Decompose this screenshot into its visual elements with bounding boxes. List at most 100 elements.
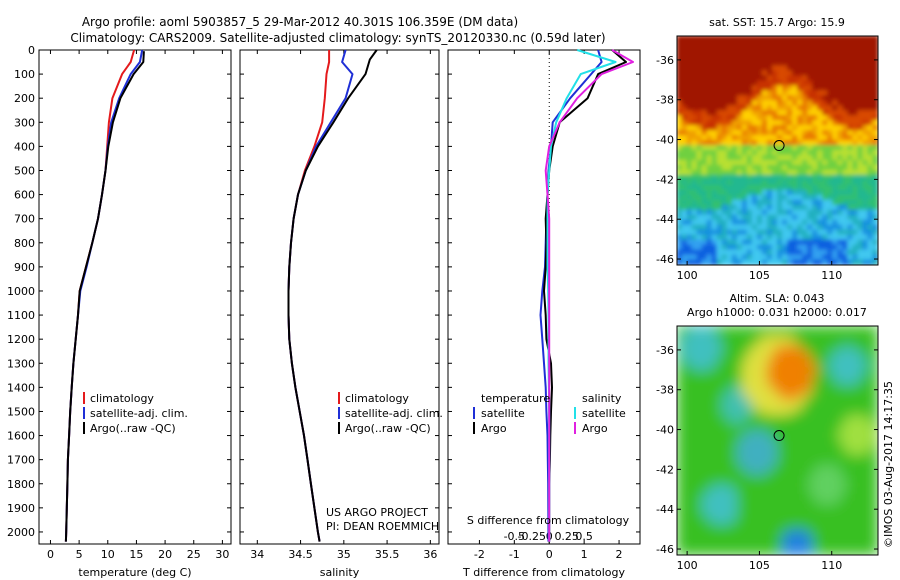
map-cell — [847, 440, 854, 446]
map-cell — [872, 365, 878, 372]
map-cell — [681, 360, 688, 367]
map-cell — [862, 159, 869, 166]
map-cell — [746, 415, 753, 422]
map-cell — [751, 254, 758, 261]
map-cell — [736, 169, 743, 176]
map-cell — [706, 229, 713, 236]
map-cell — [766, 50, 773, 57]
map-cell — [787, 125, 794, 132]
map-cell — [686, 115, 693, 122]
map-cell — [771, 504, 778, 511]
map-cell — [721, 154, 728, 161]
map-cell — [736, 420, 743, 427]
map-cell — [822, 415, 829, 422]
map-cell — [842, 420, 849, 427]
map-cell — [812, 229, 819, 236]
map-cell — [847, 40, 854, 47]
map-cell — [792, 435, 799, 441]
map-cell — [731, 135, 738, 142]
map-cell — [761, 390, 768, 397]
map-cell — [837, 184, 844, 191]
map-cell — [852, 479, 859, 486]
map-cell — [761, 514, 768, 521]
map-cell — [787, 400, 794, 407]
map-cell — [761, 454, 768, 461]
map-cell — [731, 204, 738, 211]
map-cell — [802, 385, 809, 392]
map-cell — [792, 60, 799, 67]
map-cell — [852, 440, 859, 446]
map-cell — [746, 204, 753, 211]
map-cell — [756, 459, 763, 466]
map-cell — [741, 36, 748, 42]
series-line-argo-raw-qc- — [64, 51, 145, 542]
map-cell — [761, 494, 768, 501]
map-cell — [681, 534, 688, 541]
map-cell — [792, 159, 799, 166]
map-cell — [731, 509, 738, 516]
map-cell — [761, 174, 768, 181]
map-cell — [766, 385, 773, 392]
map-cell — [797, 420, 804, 427]
map-cell — [691, 174, 698, 181]
map-cell — [696, 326, 703, 332]
map-cell — [797, 444, 804, 451]
map-cell — [827, 499, 834, 506]
map-cell — [822, 179, 829, 186]
map-cell — [731, 474, 738, 481]
map-cell — [691, 135, 698, 142]
map-cell — [807, 420, 814, 427]
map-cell — [751, 340, 758, 347]
map-cell — [802, 36, 809, 42]
map-cell — [751, 464, 758, 471]
map-cell — [837, 239, 844, 246]
map-cell — [872, 209, 878, 216]
map-cell — [787, 449, 794, 456]
map-cell — [711, 234, 718, 241]
map-cell — [837, 544, 844, 551]
map-cell — [716, 229, 723, 236]
map-cell — [802, 169, 809, 176]
map-cell — [852, 380, 859, 387]
map-cell — [686, 105, 693, 112]
map-cell — [746, 45, 753, 52]
map-cell — [681, 330, 688, 337]
map-cell — [711, 534, 718, 541]
map-cell — [862, 420, 869, 427]
map-cell — [842, 209, 849, 216]
map-cell — [847, 524, 854, 531]
map-cell — [847, 145, 854, 151]
map-cell — [726, 519, 733, 526]
map-cell — [852, 130, 859, 137]
map-cell — [741, 425, 748, 432]
map-cell — [812, 479, 819, 486]
map-cell — [771, 326, 778, 332]
map-cell — [832, 105, 839, 112]
map-cell — [677, 355, 683, 362]
map-cell — [817, 330, 824, 337]
map-cell — [822, 355, 829, 362]
map-cell — [696, 189, 703, 196]
map-cell — [802, 454, 809, 461]
map-cell — [817, 65, 824, 72]
map-cell — [782, 214, 789, 221]
map-cell — [867, 444, 874, 451]
map-cell — [701, 479, 708, 486]
map-cell — [741, 145, 748, 151]
map-cell — [857, 489, 864, 496]
map-cell — [777, 459, 784, 466]
map-cell — [872, 345, 878, 352]
map-cell — [677, 145, 683, 151]
map-cell — [797, 204, 804, 211]
map-cell — [807, 224, 814, 231]
map-cell — [711, 405, 718, 412]
map-cell — [822, 145, 829, 151]
map-cell — [761, 40, 768, 47]
map-cell — [696, 40, 703, 47]
map-cell — [782, 184, 789, 191]
map-cell — [706, 130, 713, 137]
map-cell — [872, 444, 878, 451]
map-cell — [771, 355, 778, 362]
map-cell — [797, 199, 804, 206]
map-cell — [787, 519, 794, 526]
